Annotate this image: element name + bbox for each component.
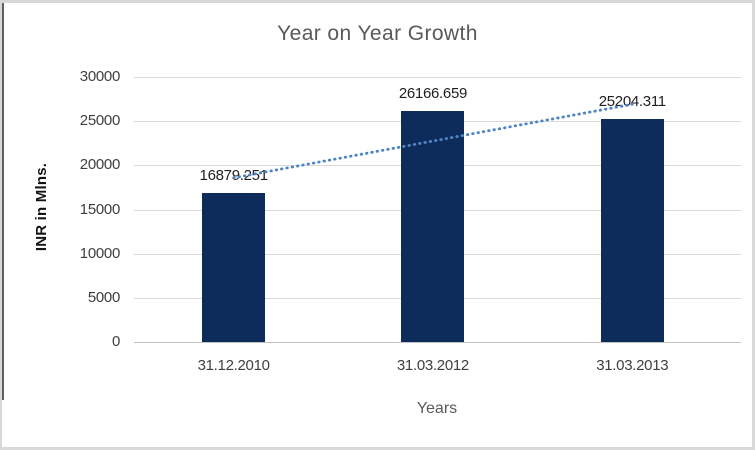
gridline bbox=[134, 342, 741, 343]
x-tick-label: 31.03.2012 bbox=[396, 357, 469, 374]
x-tick-label: 31.12.2010 bbox=[197, 357, 270, 374]
frame-left-edge-line bbox=[2, 3, 4, 400]
y-tick-label: 25000 bbox=[79, 112, 121, 130]
frame-border-top bbox=[0, 0, 755, 3]
y-tick-label: 5000 bbox=[87, 288, 120, 306]
frame-border-right bbox=[752, 0, 755, 450]
y-tick-label: 15000 bbox=[79, 200, 121, 218]
bar-value-label: 25204.311 bbox=[598, 93, 666, 111]
frame-border-bottom bbox=[0, 447, 755, 450]
frame-border-left bbox=[0, 0, 2, 450]
y-tick-label: 10000 bbox=[79, 244, 121, 262]
y-tick-label: 30000 bbox=[79, 68, 121, 85]
x-tick-label: 31.03.2013 bbox=[596, 357, 669, 374]
y-tick-label: 20000 bbox=[79, 156, 121, 174]
bar-value-label: 16879.251 bbox=[199, 166, 269, 184]
y-tick-label: 0 bbox=[111, 333, 120, 350]
gridline bbox=[134, 77, 741, 78]
bar bbox=[202, 192, 266, 342]
x-axis-title: Years bbox=[416, 400, 458, 417]
chart-title: Year on Year Growth bbox=[277, 22, 478, 45]
bar bbox=[401, 110, 465, 342]
bar bbox=[600, 119, 664, 342]
bar-value-label: 26166.659 bbox=[398, 84, 468, 102]
